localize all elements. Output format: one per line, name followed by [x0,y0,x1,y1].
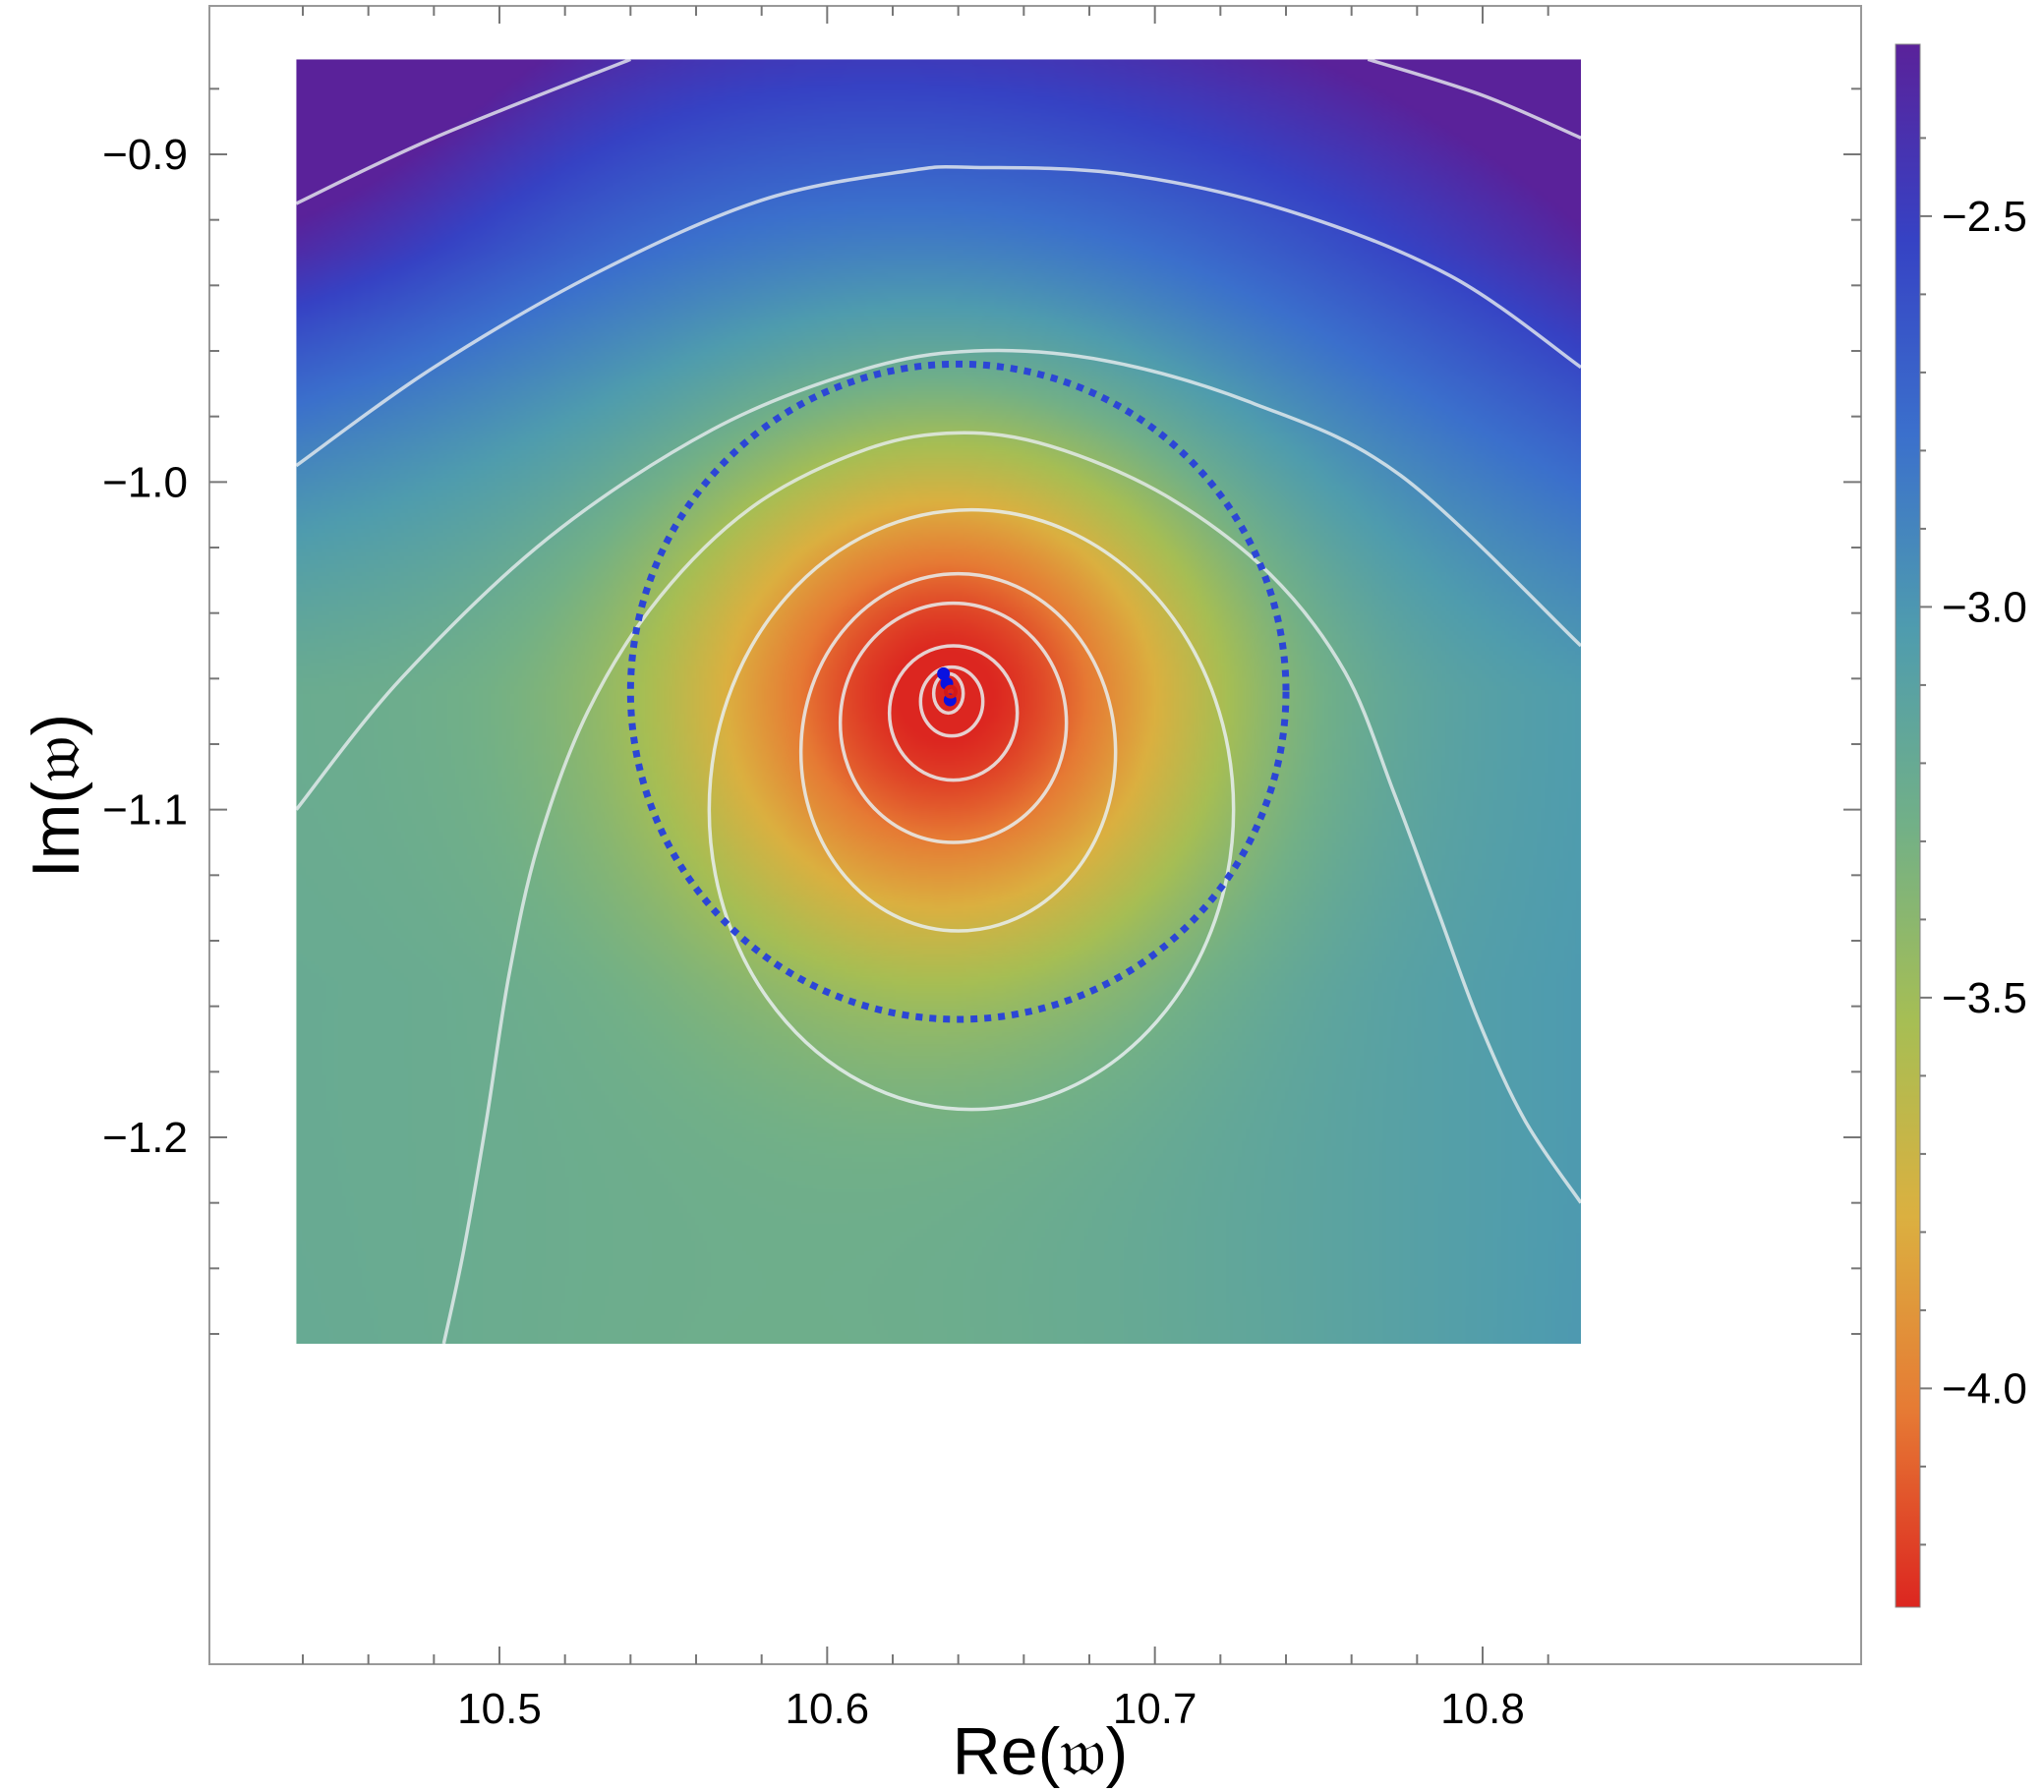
y-tick-label: −0.9 [102,131,188,179]
contour-line [798,571,1118,933]
x-tick-label: 10.8 [1440,1685,1525,1733]
colorbar-tick-label: −2.5 [1942,193,2027,241]
x-axis-title: Re(𝔴) [953,1714,1129,1789]
x-tick-label: 10.6 [786,1685,870,1733]
contour-line [887,644,1020,782]
contour-line [1367,59,1581,140]
colorbar-ticks: −2.5 −3.0 −3.5 −4.0 [1920,137,2027,1546]
overlay-markers [626,360,1290,1023]
data-point [944,684,958,699]
tick-labels: 10.5 10.6 10.7 10.8 −0.9 −1.0 −1.1 −1.2 [102,131,1525,1733]
contour-lines [296,59,1581,1344]
contour-line [918,665,985,738]
y-axis-title: Im(𝔴) [19,714,93,878]
y-tick-label: −1.0 [102,458,188,506]
contour-line [296,59,631,205]
x-tick-label: 10.7 [1113,1685,1197,1733]
colorbar [1895,43,1921,1608]
frame [208,5,1862,1665]
contour-line [441,431,1581,1344]
contour-line [707,507,1236,1112]
y-tick-label: −1.1 [102,786,188,835]
colorbar-tick-label: −3.0 [1942,583,2027,631]
axis-ticks [209,6,1861,1664]
dotted-circle [626,360,1290,1023]
heatmap-field [296,59,1581,1344]
y-tick-label: −1.2 [102,1114,188,1162]
contour-line [838,601,1069,844]
colorbar-tick-label: −4.0 [1942,1364,2027,1413]
x-tick-label: 10.5 [457,1685,542,1733]
contour-line [296,348,1581,811]
colorbar-tick-label: −3.5 [1942,974,2027,1022]
contour-line [296,164,1581,468]
